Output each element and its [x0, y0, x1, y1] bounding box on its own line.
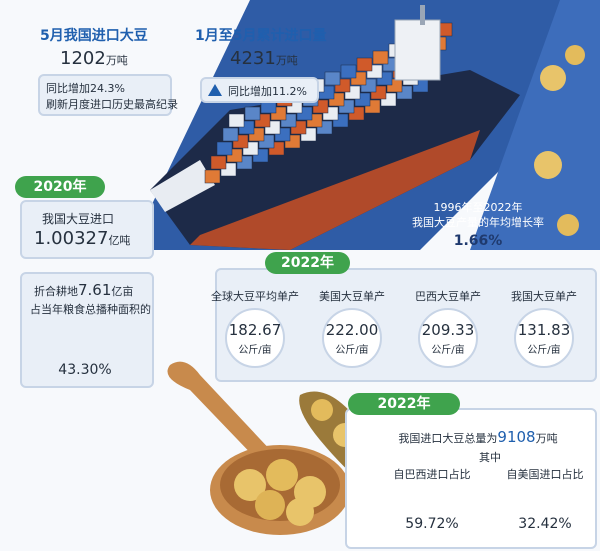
container [340, 64, 357, 79]
may-value: 1202 [60, 48, 106, 69]
yield-circle [322, 308, 382, 368]
yield-value: 222.00 [325, 321, 379, 339]
spoon-handle [167, 361, 275, 465]
total-value: 9108 [497, 428, 536, 446]
land-note: 占当年粮食总播种面积的 [30, 303, 151, 316]
container [356, 57, 373, 72]
value: 1.00327 [34, 228, 109, 249]
gauge-label: 32.42% [518, 516, 572, 532]
sub-label: 其中 [479, 451, 501, 464]
soybean [266, 459, 298, 491]
value-line: 1.00327亿吨 [34, 228, 130, 249]
yield-unit: 公斤/亩 [238, 345, 272, 356]
janmay-title: 1月至5月累计进口量 [195, 28, 327, 44]
yield-value: 182.67 [228, 321, 282, 339]
yield-name: 巴西大豆单产 [415, 290, 481, 303]
yield-unit: 公斤/亩 [431, 345, 465, 356]
unit: 亿吨 [108, 234, 131, 247]
blue-band-light [470, 0, 600, 250]
yield-name: 我国大豆单产 [511, 290, 577, 303]
import-2020-box: 我国大豆进口 1.00327亿吨 [20, 200, 154, 259]
land-unit: 亿亩 [111, 285, 134, 298]
soybean [534, 151, 562, 179]
growth-period: 1996年至2022年 [433, 201, 523, 214]
share-name: 自巴西进口占比 [393, 468, 471, 481]
land-prefix: 折合耕地 [34, 285, 78, 298]
label: 我国大豆进口 [42, 212, 115, 226]
gauge-label: 59.72% [405, 516, 459, 532]
yield-unit: 公斤/亩 [527, 345, 561, 356]
land-box: 折合耕地7.61亿亩 占当年粮食总播种面积的 [20, 272, 154, 388]
soybean [311, 399, 333, 421]
yield-circle [225, 308, 285, 368]
soybean [286, 498, 314, 526]
yield-circle [418, 308, 478, 368]
container [372, 50, 389, 65]
land-line: 折合耕地7.61亿亩 [34, 280, 133, 299]
soybean [557, 214, 579, 236]
may-note: 同比增加24.3% [46, 82, 125, 95]
yield-value: 209.33 [421, 321, 475, 339]
ship-mast [420, 5, 425, 25]
gauge-label: 43.30% [58, 362, 112, 378]
yield-name: 全球大豆平均单产 [211, 290, 299, 303]
growth-value: 1.66% [453, 233, 503, 249]
janmay-note-box: 同比增加11.2% [200, 77, 319, 103]
ship-bridge [394, 19, 441, 81]
soybean [565, 45, 585, 65]
badge: 2022年 [348, 393, 460, 415]
may-note-box: 同比增加24.3% 刷新月度进口历史最高纪录 [38, 74, 178, 116]
container [244, 106, 261, 121]
total-line: 我国进口大豆总量为9108万吨 [398, 427, 557, 446]
soybean [255, 490, 285, 520]
janmay-unit: 万吨 [275, 54, 298, 67]
total-unit: 万吨 [535, 432, 558, 445]
ship-bow [150, 160, 215, 212]
container [210, 155, 227, 170]
badge: 2020年 [15, 176, 105, 198]
share-name: 自美国进口占比 [506, 468, 584, 481]
janmay-note: 同比增加11.2% [228, 85, 307, 98]
may-note: 刷新月度进口历史最高纪录 [46, 98, 178, 111]
yield-name: 美国大豆单产 [319, 290, 385, 303]
may-title: 5月我国进口大豆 [40, 28, 148, 44]
yield-unit: 公斤/亩 [335, 345, 369, 356]
ship-keel [190, 130, 480, 250]
soybean [540, 65, 566, 91]
container [222, 127, 239, 142]
import-box [345, 408, 597, 549]
soybean [234, 469, 266, 501]
may-value-line: 1202万吨 [60, 48, 128, 69]
container [228, 113, 245, 128]
janmay-value: 4231 [230, 48, 276, 69]
growth-label: 我国大豆产量的年均增长率 [412, 216, 544, 229]
may-unit: 万吨 [105, 54, 128, 67]
yield-circle [514, 308, 574, 368]
container [216, 141, 233, 156]
container [324, 71, 341, 86]
janmay-value-line: 4231万吨 [230, 48, 298, 69]
land-value: 7.61 [78, 281, 112, 299]
badge: 2022年 [265, 252, 350, 274]
total-prefix: 我国进口大豆总量为 [398, 432, 498, 445]
up-arrow [208, 84, 222, 96]
yield-value: 131.83 [517, 321, 571, 339]
container [204, 169, 221, 184]
